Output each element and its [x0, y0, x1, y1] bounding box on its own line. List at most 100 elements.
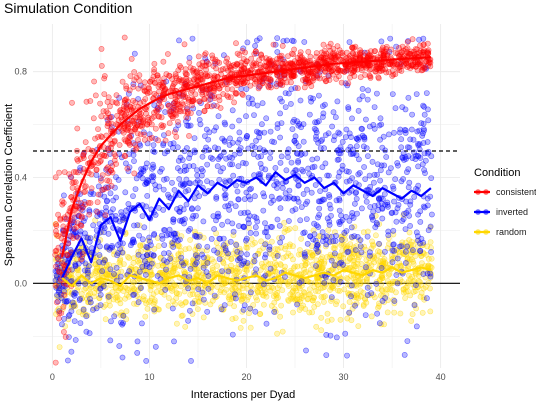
point-consistent [372, 48, 378, 54]
point-inverted [311, 163, 318, 170]
point-inverted [208, 180, 215, 186]
point-inverted [113, 174, 119, 180]
point-inverted [392, 209, 399, 216]
point-random [229, 285, 235, 292]
point-random [147, 269, 154, 276]
point-random [144, 305, 151, 312]
point-random [281, 229, 288, 235]
point-inverted [221, 192, 228, 199]
point-random [135, 258, 141, 264]
point-inverted [260, 207, 267, 214]
point-inverted [392, 105, 399, 112]
point-random [142, 297, 149, 304]
point-consistent [404, 39, 411, 45]
point-consistent [196, 61, 203, 68]
point-consistent [160, 58, 167, 65]
point-inverted [330, 238, 337, 245]
point-random [130, 255, 137, 261]
point-consistent [98, 46, 105, 52]
point-random [209, 281, 216, 288]
point-inverted [285, 195, 292, 202]
point-inverted [177, 167, 184, 174]
point-consistent [291, 46, 297, 53]
point-inverted [326, 201, 333, 208]
point-random [194, 306, 201, 312]
point-consistent [338, 79, 345, 86]
point-inverted [411, 193, 418, 200]
point-random [331, 245, 338, 252]
point-inverted [246, 212, 253, 219]
point-inverted [339, 138, 346, 145]
point-inverted [90, 222, 97, 229]
point-inverted [205, 147, 212, 153]
point-inverted [364, 233, 371, 240]
point-random [311, 294, 317, 301]
point-consistent [159, 79, 166, 86]
point-random [337, 316, 344, 323]
point-inverted [229, 139, 236, 146]
point-random [309, 309, 316, 316]
point-inverted [236, 147, 243, 154]
point-consistent [248, 55, 255, 62]
point-random [189, 284, 196, 291]
point-consistent [267, 77, 274, 83]
point-consistent [331, 56, 338, 63]
point-inverted [308, 189, 315, 196]
point-inverted [311, 231, 318, 238]
legend-key-point [475, 189, 481, 195]
point-consistent [349, 44, 356, 51]
point-inverted [82, 281, 88, 287]
point-inverted [215, 210, 221, 217]
point-consistent [307, 53, 314, 60]
point-inverted [84, 267, 91, 274]
point-random [56, 344, 63, 350]
point-inverted [164, 148, 171, 155]
point-random [296, 307, 303, 313]
point-random [240, 317, 247, 324]
x-tick-label: 30 [339, 372, 349, 382]
point-inverted [251, 112, 257, 118]
point-random [348, 272, 354, 279]
point-random [378, 272, 385, 279]
point-inverted [225, 268, 232, 275]
point-inverted [373, 90, 380, 97]
point-consistent [75, 157, 81, 164]
point-inverted [204, 243, 211, 250]
point-random [154, 235, 161, 241]
point-consistent [320, 41, 327, 48]
point-inverted [358, 205, 365, 212]
point-inverted [151, 306, 157, 313]
point-inverted [64, 297, 71, 304]
point-inverted [220, 235, 227, 242]
point-inverted [244, 39, 251, 46]
point-random [338, 242, 344, 248]
point-consistent [160, 122, 167, 129]
point-inverted [254, 102, 261, 109]
point-random [305, 291, 312, 298]
point-inverted [252, 308, 259, 315]
point-consistent [70, 217, 76, 224]
point-inverted [215, 113, 222, 120]
point-consistent [388, 46, 395, 53]
point-inverted [387, 35, 394, 42]
point-consistent [91, 78, 97, 85]
point-consistent [343, 55, 350, 62]
point-consistent [172, 73, 179, 79]
point-inverted [264, 233, 271, 240]
point-inverted [303, 216, 310, 222]
point-consistent [165, 103, 172, 109]
point-consistent [291, 73, 298, 79]
legend-key-point [475, 229, 481, 235]
point-inverted [229, 123, 236, 130]
point-random [257, 310, 264, 317]
point-inverted [352, 302, 358, 309]
point-inverted [344, 249, 351, 255]
point-inverted [374, 221, 380, 228]
point-consistent [141, 131, 148, 138]
point-consistent [231, 99, 237, 106]
point-random [107, 302, 113, 309]
point-inverted [162, 286, 169, 293]
point-inverted [151, 230, 158, 237]
point-inverted [306, 111, 313, 118]
point-inverted [333, 232, 339, 239]
